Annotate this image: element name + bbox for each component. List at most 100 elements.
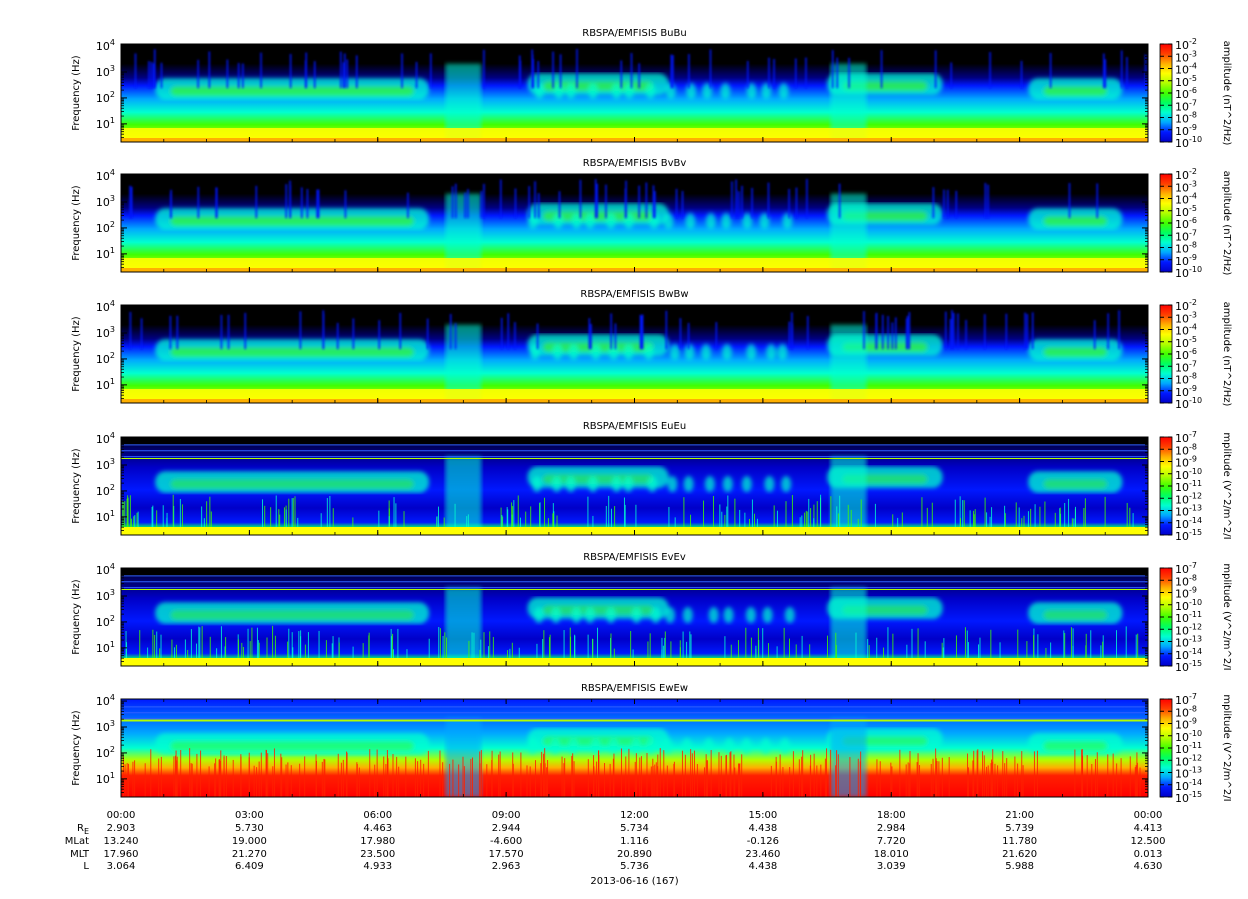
colorbar-tick-label: 10-12 bbox=[1175, 622, 1202, 637]
colorbar-tick-label: 10-6 bbox=[1175, 216, 1197, 231]
spectrogram-image bbox=[121, 437, 1148, 535]
colorbar-tick-label: 10-8 bbox=[1175, 372, 1197, 387]
x-tick-label: 06:00 bbox=[363, 810, 392, 821]
y-tick-label: 101 bbox=[96, 377, 115, 392]
ephemeris-value: 4.630 bbox=[1134, 861, 1163, 872]
y-tick-label: 102 bbox=[96, 483, 115, 498]
noise-spikes bbox=[125, 625, 1148, 660]
colorbar-tick-label: 10-2 bbox=[1175, 37, 1197, 52]
noise-spikes bbox=[122, 748, 1141, 797]
spectrogram-image bbox=[121, 568, 1148, 666]
y-axis-label: Frequency (Hz) bbox=[71, 710, 82, 786]
colorbar-tick-label: 10-8 bbox=[1175, 241, 1197, 256]
colorbar-tick-label: 10-15 bbox=[1175, 659, 1202, 674]
y-tick-label: 102 bbox=[96, 614, 115, 629]
x-tick-label: 21:00 bbox=[1005, 810, 1034, 821]
whistler-spikes bbox=[134, 48, 1147, 89]
ephemeris-value: 2.944 bbox=[492, 823, 521, 834]
ephemeris-value: 23.500 bbox=[360, 849, 395, 860]
whistler-spikes bbox=[129, 178, 1098, 219]
colorbar-tick-label: 10-4 bbox=[1175, 192, 1197, 207]
colorbar-tick-label: 10-12 bbox=[1175, 753, 1202, 768]
time-axis: 00:00 03:00 06:00 09:00 12:00 15:00 18:00 21:00… bbox=[65, 810, 1166, 887]
colorbar-tick-label: 10-3 bbox=[1175, 179, 1197, 194]
ephemeris-value: 20.890 bbox=[617, 849, 652, 860]
colorbar-tick-label: 10-8 bbox=[1175, 573, 1197, 588]
ephemeris-value: 18.010 bbox=[874, 849, 909, 860]
ephemeris-value: -0.126 bbox=[747, 836, 779, 847]
y-tick-label: 103 bbox=[96, 64, 115, 79]
x-tick-label: 00:00 bbox=[1134, 810, 1163, 821]
spectrogram-panel: RBSPA/EMFISIS BuBu 101 102 103 104 Frequency … bbox=[71, 28, 1232, 150]
colorbar-tick-label: 10-10 bbox=[1175, 598, 1202, 613]
ephemeris-value: 19.000 bbox=[232, 836, 267, 847]
panel-title: RBSPA/EMFISIS BuBu bbox=[582, 28, 686, 39]
colorbar: 10-210-310-410-510-610-710-810-910-10 amp… bbox=[1159, 298, 1232, 411]
harmonic-lines bbox=[121, 575, 1148, 591]
ephemeris-value: 3.064 bbox=[107, 861, 136, 872]
ephemeris-value: 4.438 bbox=[749, 861, 778, 872]
colorbar-tick-label: 10-6 bbox=[1175, 86, 1197, 101]
colorbar-tick-label: 10-10 bbox=[1175, 396, 1202, 411]
colorbar-tick-label: 10-15 bbox=[1175, 528, 1202, 543]
colorbar-tick-label: 10-3 bbox=[1175, 49, 1197, 64]
ephemeris-value: 17.980 bbox=[360, 836, 395, 847]
colorbar-tick-label: 10-13 bbox=[1175, 504, 1202, 519]
panel-title: RBSPA/EMFISIS EuEu bbox=[583, 421, 686, 432]
y-tick-label: 101 bbox=[96, 771, 115, 786]
ephemeris-value: 5.730 bbox=[235, 823, 264, 834]
spectrogram-panel: RBSPA/EMFISIS EwEw 101 102 103 104 Frequency … bbox=[71, 683, 1232, 805]
colorbar-tick-label: 10-6 bbox=[1175, 347, 1197, 362]
x-tick-label: 09:00 bbox=[492, 810, 521, 821]
colorbar-label: amplitude (nT^2/Hz) bbox=[1221, 41, 1232, 146]
colorbar-tick-label: 10-4 bbox=[1175, 62, 1197, 77]
y-axis-label: Frequency (Hz) bbox=[71, 579, 82, 655]
colorbar-tick-label: 10-12 bbox=[1175, 491, 1202, 506]
y-tick-label: 101 bbox=[96, 116, 115, 131]
colorbar-tick-label: 10-14 bbox=[1175, 516, 1202, 531]
y-tick-label: 103 bbox=[96, 194, 115, 209]
y-tick-label: 102 bbox=[96, 220, 115, 235]
ephemeris-value: 4.413 bbox=[1134, 823, 1163, 834]
ephemeris-value: 17.570 bbox=[489, 849, 524, 860]
panel-title: RBSPA/EMFISIS EvEv bbox=[583, 552, 686, 563]
colorbar-tick-label: 10-11 bbox=[1175, 479, 1202, 494]
emission-features bbox=[155, 203, 1123, 230]
ephemeris-value: -4.600 bbox=[490, 836, 522, 847]
ephemeris-value: 3.039 bbox=[877, 861, 906, 872]
colorbar-tick-label: 10-5 bbox=[1175, 335, 1197, 350]
panel-title: RBSPA/EMFISIS EwEw bbox=[581, 683, 688, 694]
ephemeris-label: MLat bbox=[65, 836, 89, 847]
colorbar-tick-label: 10-10 bbox=[1175, 265, 1202, 280]
spectrogram-panel: RBSPA/EMFISIS EuEu 101 102 103 104 Frequency … bbox=[71, 421, 1232, 543]
colorbar-tick-label: 10-8 bbox=[1175, 442, 1197, 457]
x-tick-label: 00:00 bbox=[107, 810, 136, 821]
x-tick-label: 03:00 bbox=[235, 810, 264, 821]
ephemeris-value: 0.013 bbox=[1134, 849, 1163, 860]
colorbar-tick-label: 10-4 bbox=[1175, 323, 1197, 338]
emission-features bbox=[155, 597, 1123, 624]
ephemeris-value: 17.960 bbox=[104, 849, 139, 860]
ephemeris-value: 6.409 bbox=[235, 861, 264, 872]
y-tick-label: 102 bbox=[96, 351, 115, 366]
spectrogram-image bbox=[121, 44, 1148, 142]
colorbar-tick-label: 10-5 bbox=[1175, 74, 1197, 89]
y-tick-label: 104 bbox=[96, 168, 115, 183]
colorbar-tick-label: 10-11 bbox=[1175, 741, 1202, 756]
y-tick-label: 104 bbox=[96, 562, 115, 577]
harmonic-lines bbox=[121, 444, 1148, 460]
colorbar-tick-label: 10-13 bbox=[1175, 766, 1202, 781]
ephemeris-value: 13.240 bbox=[104, 836, 139, 847]
y-axis-label: Frequency (Hz) bbox=[71, 185, 82, 261]
colorbar-tick-label: 10-14 bbox=[1175, 778, 1202, 793]
colorbar-tick-label: 10-10 bbox=[1175, 135, 1202, 150]
ephemeris-value: 4.933 bbox=[363, 861, 392, 872]
colorbar-tick-label: 10-8 bbox=[1175, 111, 1197, 126]
ephemeris-value: 5.734 bbox=[620, 823, 649, 834]
harmonic-lines bbox=[121, 706, 1148, 722]
colorbar: 10-710-810-910-1010-1110-1210-1310-1410-… bbox=[1159, 692, 1232, 805]
noise-spikes bbox=[122, 494, 1134, 529]
colorbar-tick-label: 10-9 bbox=[1175, 717, 1197, 732]
y-tick-label: 103 bbox=[96, 457, 115, 472]
ephemeris-value: 4.438 bbox=[749, 823, 778, 834]
